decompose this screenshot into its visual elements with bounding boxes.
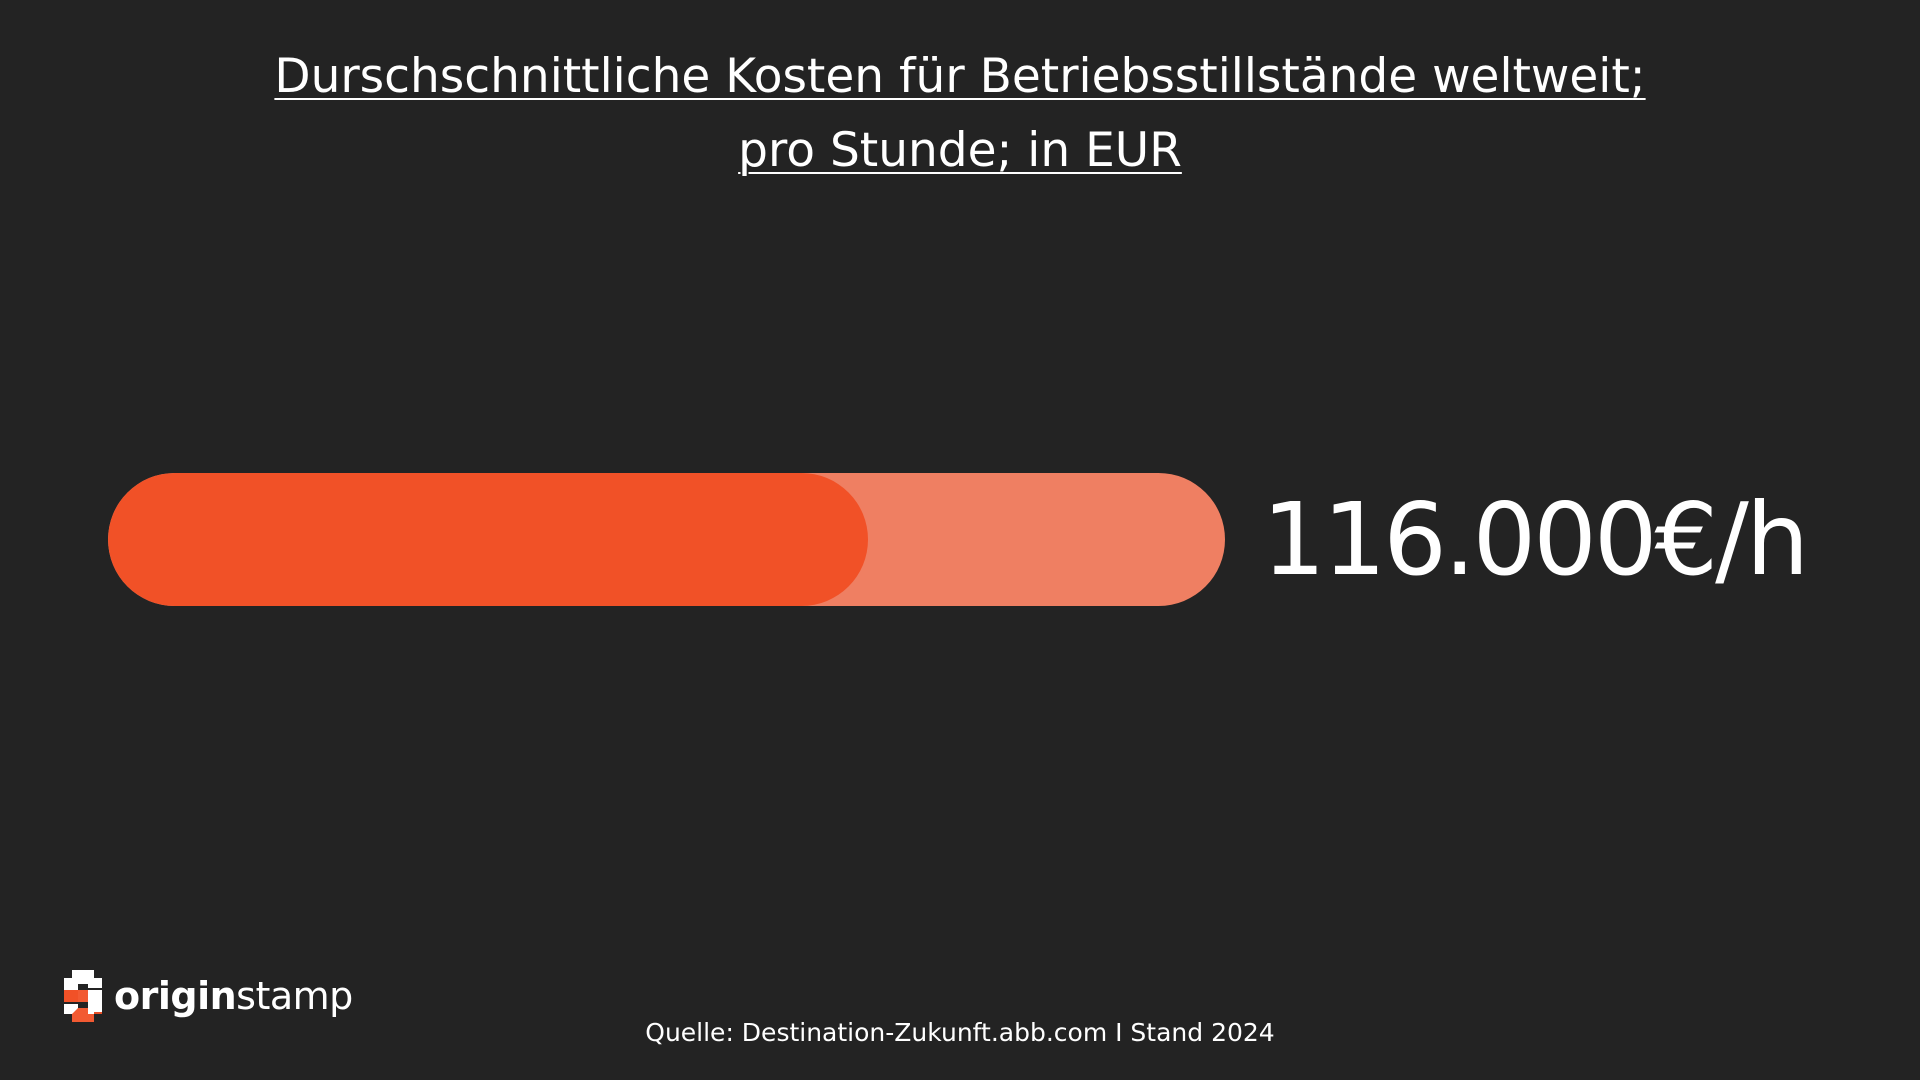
progress-track [108, 473, 1225, 606]
source-note: Quelle: Destination-Zukunft.abb.com I St… [645, 1018, 1275, 1047]
progress-fill [108, 473, 868, 606]
value-label: 116.000€/h [1262, 481, 1809, 598]
logo-text-bold: origin [114, 974, 237, 1018]
title-line-1: Durschschnittliche Kosten für Betriebsst… [274, 49, 1646, 104]
chart-title: Durschschnittliche Kosten für Betriebsst… [0, 40, 1920, 188]
title-line-2: pro Stunde; in EUR [738, 123, 1182, 178]
originstamp-logo: originstamp [58, 966, 353, 1026]
logo-text-light: stamp [236, 974, 353, 1018]
logo-s-icon [64, 970, 102, 1022]
